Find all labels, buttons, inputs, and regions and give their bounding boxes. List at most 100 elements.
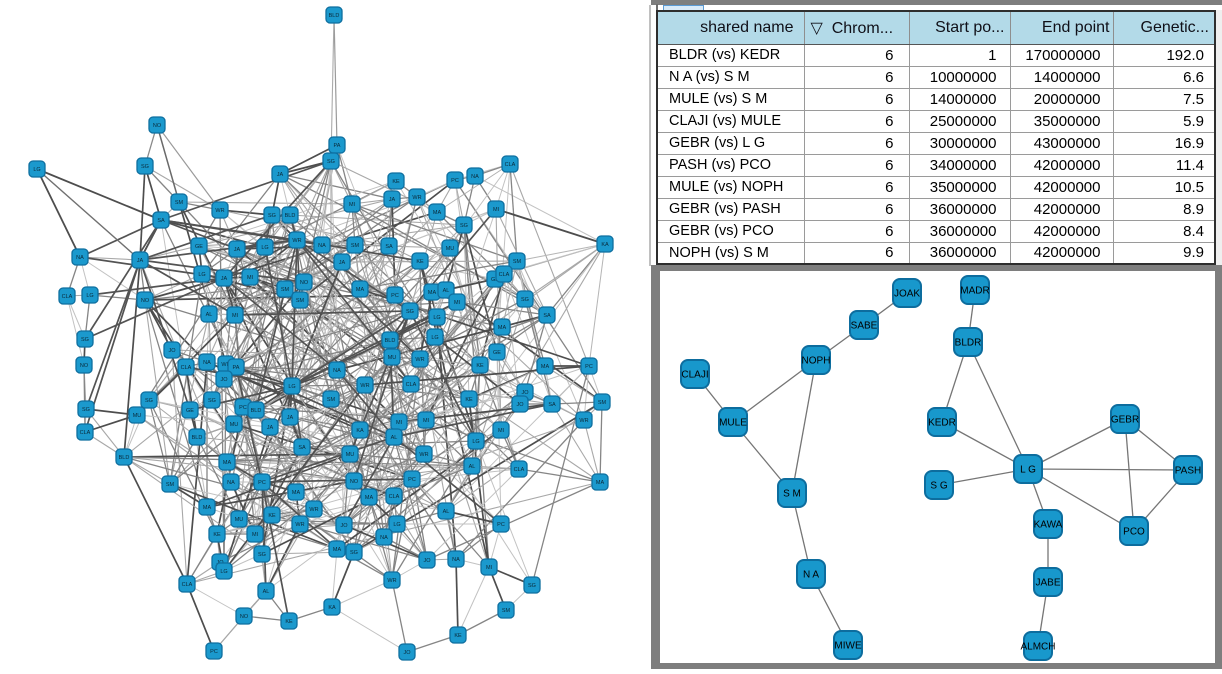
svg-text:WR: WR: [215, 208, 224, 214]
svg-text:PA: PA: [334, 143, 341, 149]
svg-text:LG: LG: [33, 167, 40, 173]
svg-text:WR: WR: [221, 362, 230, 368]
svg-text:LG: LG: [431, 335, 438, 341]
svg-text:BLD: BLD: [251, 408, 262, 414]
svg-text:KA: KA: [356, 428, 364, 434]
svg-text:PCO: PCO: [1123, 527, 1145, 538]
svg-text:MI: MI: [498, 428, 505, 434]
svg-text:SG: SG: [327, 159, 335, 165]
svg-text:BLD: BLD: [329, 13, 340, 19]
svg-text:CLA: CLA: [499, 272, 510, 278]
svg-text:PC: PC: [391, 293, 399, 299]
svg-text:GE: GE: [493, 350, 501, 356]
svg-text:KE: KE: [476, 363, 484, 369]
svg-text:JA: JA: [267, 425, 274, 431]
svg-text:KE: KE: [416, 259, 424, 265]
svg-text:KE: KE: [285, 619, 293, 625]
svg-text:GE: GE: [195, 244, 203, 250]
svg-text:MA: MA: [596, 480, 605, 486]
svg-text:MA: MA: [223, 460, 232, 466]
svg-text:NOPH: NOPH: [802, 356, 831, 367]
svg-text:KE: KE: [465, 397, 473, 403]
svg-text:AL: AL: [443, 288, 450, 294]
svg-text:CLA: CLA: [182, 582, 193, 588]
svg-text:BLD: BLD: [385, 338, 396, 344]
svg-text:SA: SA: [548, 402, 556, 408]
svg-text:L G: L G: [1020, 465, 1036, 476]
svg-text:JA: JA: [137, 258, 144, 264]
svg-text:MI: MI: [252, 532, 259, 538]
svg-text:CLA: CLA: [62, 294, 73, 300]
svg-text:MU: MU: [133, 413, 142, 419]
svg-text:SM: SM: [513, 259, 522, 265]
svg-text:CLA: CLA: [406, 382, 417, 388]
svg-text:SG: SG: [145, 398, 153, 404]
svg-text:NA: NA: [333, 368, 341, 374]
svg-text:MI: MI: [423, 418, 430, 424]
svg-text:AL: AL: [391, 435, 398, 441]
svg-text:WR: WR: [292, 238, 301, 244]
svg-text:WR: WR: [295, 522, 304, 528]
svg-text:JO: JO: [403, 650, 411, 656]
svg-text:MA: MA: [433, 210, 442, 216]
svg-text:BLD: BLD: [119, 455, 130, 461]
svg-text:LG: LG: [220, 569, 227, 575]
svg-text:PA: PA: [233, 365, 240, 371]
svg-text:SG: SG: [82, 407, 90, 413]
svg-text:NO: NO: [141, 298, 150, 304]
svg-text:MA: MA: [356, 287, 365, 293]
svg-text:NA: NA: [471, 174, 479, 180]
svg-text:SG: SG: [141, 164, 149, 170]
svg-text:SG: SG: [350, 550, 358, 556]
svg-text:JO: JO: [340, 523, 348, 529]
svg-text:NA: NA: [227, 480, 235, 486]
svg-text:CLAJI: CLAJI: [681, 370, 708, 381]
svg-text:KEDR: KEDR: [928, 418, 956, 429]
svg-text:NA: NA: [318, 243, 326, 249]
svg-text:JA: JA: [221, 276, 228, 282]
svg-text:JO: JO: [220, 377, 228, 383]
svg-text:SG: SG: [258, 552, 266, 558]
svg-text:JA: JA: [277, 172, 284, 178]
svg-text:S G: S G: [930, 481, 947, 492]
svg-text:SG: SG: [268, 213, 276, 219]
svg-text:KE: KE: [392, 179, 400, 185]
svg-text:MU: MU: [446, 246, 455, 252]
svg-text:KAWA: KAWA: [1034, 520, 1063, 531]
svg-text:KE: KE: [454, 633, 462, 639]
svg-text:AL: AL: [443, 509, 450, 515]
svg-text:PC: PC: [585, 364, 593, 370]
svg-text:WR: WR: [415, 357, 424, 363]
svg-text:PC: PC: [497, 522, 505, 528]
svg-text:MADR: MADR: [960, 286, 989, 297]
svg-text:MIWE: MIWE: [834, 641, 862, 652]
svg-text:LG: LG: [261, 245, 268, 251]
svg-text:PC: PC: [239, 405, 247, 411]
svg-text:SA: SA: [157, 218, 165, 224]
svg-text:PASH: PASH: [1175, 466, 1202, 477]
svg-text:SM: SM: [327, 397, 336, 403]
svg-text:JABE: JABE: [1035, 578, 1060, 589]
svg-text:MA: MA: [541, 364, 550, 370]
svg-text:SM: SM: [598, 400, 607, 406]
svg-text:PC: PC: [258, 480, 266, 486]
svg-text:MU: MU: [388, 355, 397, 361]
svg-text:MULE: MULE: [719, 418, 747, 429]
svg-text:MA: MA: [365, 495, 374, 501]
svg-text:CLA: CLA: [181, 365, 192, 371]
svg-text:WR: WR: [309, 507, 318, 513]
svg-text:SA: SA: [543, 313, 551, 319]
svg-text:KA: KA: [601, 242, 609, 248]
svg-text:SG: SG: [528, 583, 536, 589]
svg-text:MI: MI: [349, 202, 356, 208]
svg-text:NO: NO: [350, 479, 359, 485]
svg-text:NA: NA: [380, 535, 388, 541]
svg-text:KA: KA: [328, 605, 336, 611]
svg-text:KE: KE: [268, 513, 276, 519]
svg-text:N A: N A: [803, 570, 819, 581]
svg-text:SG: SG: [406, 309, 414, 315]
svg-text:LG: LG: [198, 272, 205, 278]
svg-text:PC: PC: [451, 178, 459, 184]
svg-text:LG: LG: [393, 522, 400, 528]
svg-text:NA: NA: [203, 360, 211, 366]
